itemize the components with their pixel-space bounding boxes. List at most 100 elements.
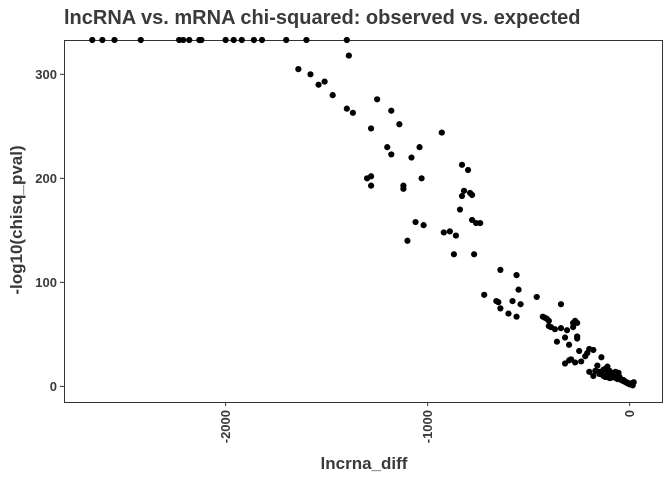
data-point <box>321 78 328 85</box>
data-point <box>594 362 601 369</box>
y-tick-label: 200 <box>35 171 57 186</box>
data-point <box>186 36 193 44</box>
data-point <box>584 350 591 357</box>
y-tick-label: 100 <box>35 275 57 290</box>
data-point <box>553 338 561 345</box>
data-point <box>545 317 552 324</box>
data-point <box>545 322 552 330</box>
data-point <box>384 144 391 151</box>
x-axis: -2000 -1000 0 <box>218 402 637 443</box>
data-point <box>572 359 579 366</box>
data-point <box>198 36 205 44</box>
data-point <box>438 129 445 136</box>
data-point <box>230 36 237 44</box>
data-point <box>570 319 577 327</box>
data-point <box>349 109 356 116</box>
data-point <box>497 266 504 273</box>
data-point <box>590 346 597 354</box>
y-axis-title: -log10(chisq_pval) <box>7 145 26 294</box>
data-point <box>99 36 106 44</box>
data-point <box>598 354 605 361</box>
data-point <box>408 154 415 161</box>
data-point <box>258 36 266 44</box>
y-tick-label: 300 <box>35 67 57 82</box>
data-point <box>404 237 411 244</box>
data-point <box>561 360 569 367</box>
data-points <box>89 36 637 389</box>
x-tick-label: -1000 <box>420 410 435 443</box>
data-point <box>513 271 520 279</box>
data-point <box>458 192 466 200</box>
data-point <box>497 305 504 312</box>
data-point <box>513 313 520 320</box>
data-point <box>629 382 636 389</box>
x-tick-label: -2000 <box>218 410 233 443</box>
data-point <box>238 36 245 44</box>
data-point <box>574 335 581 342</box>
data-point <box>481 291 488 298</box>
data-point <box>565 341 573 348</box>
data-point <box>533 293 540 301</box>
data-point <box>557 325 565 332</box>
data-point <box>563 327 571 334</box>
data-point <box>458 161 466 168</box>
data-point <box>329 92 336 99</box>
data-point <box>412 218 419 226</box>
data-point <box>509 297 516 305</box>
data-point <box>303 36 310 44</box>
data-point <box>283 36 290 44</box>
data-point <box>450 251 458 258</box>
data-point <box>400 185 407 192</box>
data-point <box>295 66 302 73</box>
data-point <box>388 107 395 114</box>
data-point <box>456 206 464 213</box>
data-point <box>440 229 447 236</box>
data-point <box>363 175 371 182</box>
data-point <box>343 36 350 44</box>
data-point <box>477 219 484 227</box>
x-tick-label: 0 <box>622 410 637 417</box>
data-point <box>493 297 500 305</box>
data-point <box>596 370 603 378</box>
chart-title: lncRNA vs. mRNA chi-squared: observed vs… <box>64 7 580 29</box>
x-axis-title: lncrna_diff <box>321 454 408 473</box>
data-point <box>505 310 512 317</box>
data-point <box>180 36 187 44</box>
data-point <box>517 301 524 308</box>
data-point <box>468 191 476 199</box>
data-point <box>315 81 322 88</box>
data-point <box>557 301 565 308</box>
data-point <box>607 374 614 382</box>
data-point <box>418 175 425 182</box>
data-point <box>222 36 229 44</box>
data-point <box>471 251 478 258</box>
data-point <box>367 182 375 189</box>
data-point <box>561 334 569 341</box>
data-point <box>586 368 593 375</box>
data-point <box>307 71 314 78</box>
data-point <box>464 166 472 174</box>
data-point <box>250 36 258 44</box>
data-point <box>416 144 423 151</box>
data-point <box>460 187 468 194</box>
data-point <box>343 105 350 112</box>
plot-panel <box>64 40 663 403</box>
data-point <box>515 286 522 293</box>
data-point <box>367 125 375 132</box>
data-point <box>590 372 597 380</box>
data-point <box>578 358 585 365</box>
data-point <box>89 36 96 44</box>
data-point <box>446 228 453 235</box>
data-point <box>551 326 559 333</box>
data-point <box>396 121 403 128</box>
data-point <box>615 369 622 376</box>
data-point <box>345 52 352 59</box>
data-point <box>420 222 427 229</box>
data-point <box>111 36 118 44</box>
data-point <box>576 347 583 355</box>
data-point <box>452 232 460 239</box>
y-axis: 0 100 200 300 <box>35 67 64 394</box>
data-point <box>137 36 144 44</box>
